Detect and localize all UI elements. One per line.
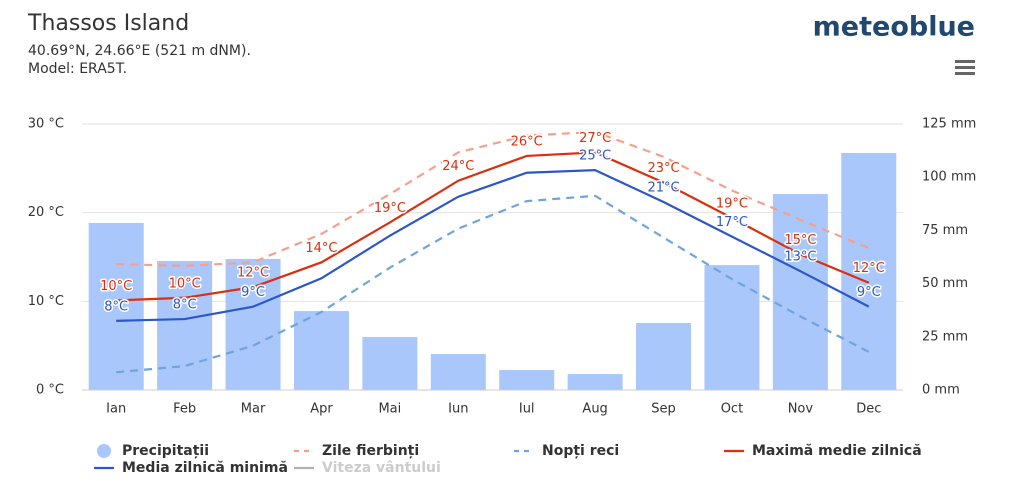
legend-label: Media zilnică minimă xyxy=(122,460,288,476)
x-tick-label: Feb xyxy=(173,402,196,417)
bar xyxy=(293,311,349,390)
data-label: 8°C xyxy=(173,298,197,313)
x-tick-label: Ian xyxy=(106,402,126,417)
data-label: 14°C xyxy=(305,241,337,256)
menu-bar xyxy=(955,60,975,63)
legend-label: Nopți reci xyxy=(542,443,619,459)
line-series xyxy=(116,130,870,267)
data-label: 10°C xyxy=(100,279,132,294)
bar xyxy=(362,337,418,390)
bar xyxy=(704,265,760,390)
legend-item[interactable]: Maximă medie zilnică xyxy=(724,443,922,459)
data-label: 19°C xyxy=(374,201,406,216)
data-label: 19°C xyxy=(716,196,748,211)
x-tick-label: Sep xyxy=(651,402,676,417)
chart-subtitle: 40.69°N, 24.66°E (521 m dNM). xyxy=(28,43,251,59)
bar xyxy=(636,322,692,390)
menu-bar xyxy=(955,66,975,69)
legend-item[interactable]: Nopți reci xyxy=(514,443,619,459)
y2-tick-label: 50 mm xyxy=(922,276,968,291)
x-tick-label: Dec xyxy=(856,402,881,417)
data-label: 12°C xyxy=(853,261,885,276)
data-label: 17°C xyxy=(716,215,748,230)
data-label: 13°C xyxy=(784,250,816,265)
y2-tick-label: 75 mm xyxy=(922,223,968,238)
x-tick-label: Mai xyxy=(378,402,401,417)
x-tick-label: Mar xyxy=(241,402,266,417)
data-label: 9°C xyxy=(857,285,881,300)
data-label: 12°C xyxy=(237,266,269,281)
line-series xyxy=(116,168,870,322)
data-label: 23°C xyxy=(647,161,679,176)
bar xyxy=(841,152,897,390)
line-series xyxy=(116,151,870,302)
legend-label: Maximă medie zilnică xyxy=(752,443,922,459)
legend-item[interactable]: Viteza vântului xyxy=(294,460,441,476)
data-label: 15°C xyxy=(784,233,816,248)
model-note: Model: ERA5T. xyxy=(28,61,127,77)
y2-tick-label: 25 mm xyxy=(922,329,968,344)
data-label: 9°C xyxy=(241,285,265,300)
x-tick-label: Oct xyxy=(721,402,743,417)
menu-bar xyxy=(955,72,975,75)
y-tick-label: 0 °C xyxy=(36,383,64,398)
bar xyxy=(88,222,144,390)
bar xyxy=(567,374,623,390)
y-tick-label: 20 °C xyxy=(28,205,64,220)
x-tick-label: Nov xyxy=(788,402,814,417)
bar xyxy=(157,261,213,390)
legend-item[interactable]: Precipitații xyxy=(97,443,209,459)
bar xyxy=(772,194,828,390)
x-tick-label: Iul xyxy=(519,402,535,417)
legend-label: Zile fierbinți xyxy=(322,443,419,459)
x-tick-label: Apr xyxy=(310,402,333,417)
legend-item[interactable]: Zile fierbinți xyxy=(294,443,419,459)
y-tick-label: 30 °C xyxy=(28,117,64,132)
legend-symbol xyxy=(97,444,111,458)
menu-button[interactable] xyxy=(955,60,975,75)
brand-logo: meteoblue xyxy=(813,12,975,43)
data-label: 10°C xyxy=(169,276,201,291)
x-tick-label: Aug xyxy=(582,402,607,417)
chart-title: Thassos Island xyxy=(27,11,189,36)
data-label: 8°C xyxy=(104,299,128,314)
line-series xyxy=(116,194,870,374)
y2-tick-label: 0 mm xyxy=(922,383,960,398)
bar xyxy=(499,369,555,390)
y-tick-label: 10 °C xyxy=(28,294,64,309)
y2-tick-label: 100 mm xyxy=(922,170,976,185)
data-label: 24°C xyxy=(442,159,474,174)
legend-label: Precipitații xyxy=(122,443,209,459)
data-label: 26°C xyxy=(511,134,543,149)
legend-label: Viteza vântului xyxy=(322,460,441,476)
data-label: 25°C xyxy=(579,149,611,164)
legend-item[interactable]: Media zilnică minimă xyxy=(94,460,288,476)
bar xyxy=(430,354,486,390)
data-label: 27°C xyxy=(579,131,611,146)
x-tick-label: Iun xyxy=(448,402,468,417)
y2-tick-label: 125 mm xyxy=(922,117,976,132)
data-label: 21°C xyxy=(647,181,679,196)
